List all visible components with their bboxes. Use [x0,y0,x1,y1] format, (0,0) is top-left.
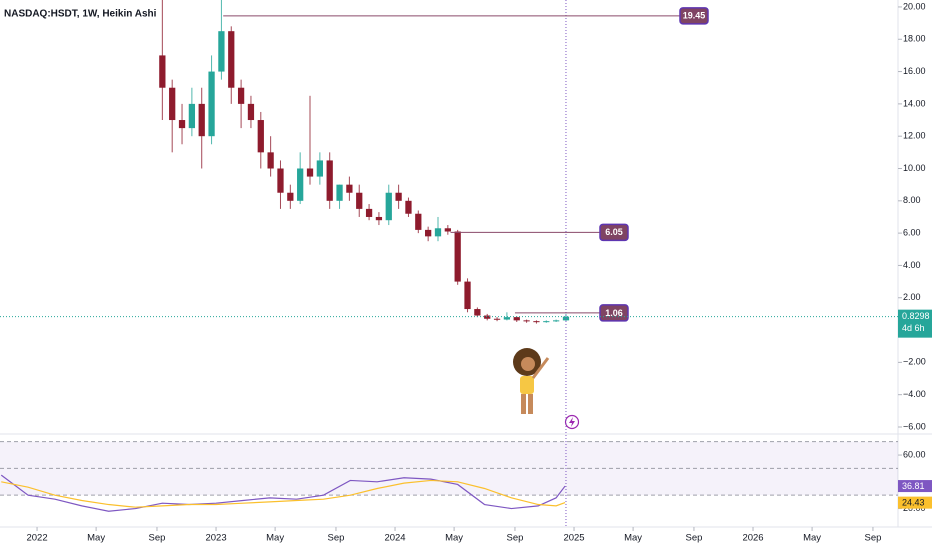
rsi-line [1,479,566,508]
last-price-tag [898,309,932,338]
rsi-line [0,474,566,512]
x-tick-label: Sep [864,533,881,544]
candle-body [169,87,176,121]
y-tick-label: 10.00 [903,163,926,173]
candle-body [306,168,314,177]
price-label-box [599,223,629,242]
x-tick-label: May [445,533,463,544]
candle-body [218,31,225,72]
y-tick-label: 12.00 [903,131,926,141]
candle-body [552,320,560,322]
candle-body [375,216,383,221]
rsi-tag-label: 36.81 [902,481,925,491]
x-tick-label: 2026 [742,533,763,544]
candle-body [159,55,166,88]
x-tick-label: 2025 [563,533,584,544]
candle-body [326,160,333,201]
y-tick-label: 2.00 [903,292,921,302]
x-tick-label: 2023 [205,533,226,544]
candle-body [405,200,412,214]
candle-body [503,317,511,320]
x-tick-label: 2022 [26,533,47,544]
rsi-tag-label: 24.43 [902,497,925,507]
countdown-label: 4d 6h [902,323,925,333]
y-tick-label: 6.00 [903,227,921,237]
rsi-tag [898,496,932,509]
y-tick-label: 4.00 [903,260,921,270]
candle-body [297,168,304,201]
candle-body [444,228,451,232]
x-tick-label: May [624,533,642,544]
y-tick-label: 8.00 [903,195,921,205]
candle-body [316,160,323,177]
cartoon [513,348,550,414]
price-label-box [679,7,709,25]
y-tick-label: 16.00 [903,66,926,76]
candle-body [513,317,520,321]
candle-body [523,320,530,322]
candle-body [208,71,215,137]
x-tick-label: May [803,533,821,544]
y-tick-label: −2.00 [903,357,926,367]
candle-body [395,192,402,201]
candle-body [228,31,235,88]
price-label: 19.45 [683,11,706,21]
x-tick-label: May [87,533,105,544]
y-tick-label: −6.00 [903,421,926,431]
candle-body [454,231,461,282]
y-tick-label: 14.00 [903,98,926,108]
candle-body [484,315,491,319]
candle-body [464,281,471,310]
candle-body [356,192,363,209]
candle-body [257,120,264,153]
x-tick-label: Sep [507,533,524,544]
rsi-tag [898,480,932,493]
candle-body [365,208,373,217]
candle-body [474,309,481,316]
y-tick-label: 18.00 [903,34,926,44]
y-tick-label: 60.00 [903,449,926,459]
x-tick-label: May [266,533,284,544]
candle-body [543,321,550,323]
candle-body [198,103,205,137]
price-label: 6.05 [605,227,623,237]
candle-body [287,192,294,201]
x-tick-label: Sep [328,533,345,544]
candle-body [533,321,540,323]
candle-body [385,192,392,221]
x-tick-label: Sep [149,533,166,544]
candle-body [336,184,343,201]
y-tick-label: −4.00 [903,389,926,399]
candle-body [493,318,501,320]
last-price-label: 0.8298 [902,311,930,321]
x-tick-label: 2024 [384,533,405,544]
candle-body [277,168,284,193]
candle-body [267,152,274,169]
chart-title: NASDAQ:HSDT, 1W, Heikin Ashi [4,9,157,20]
candle-body [247,103,255,121]
candle-body [425,229,432,237]
lightning-icon[interactable] [564,414,580,430]
candle-body [178,120,186,129]
y-tick-label: 20.00 [903,1,926,11]
price-label: 1.06 [605,308,623,318]
x-tick-label: Sep [685,533,702,544]
candle-body [434,228,442,237]
candle-body [415,213,422,230]
candle-body [237,87,245,104]
candle-body [346,184,353,193]
candle-body [188,103,196,129]
